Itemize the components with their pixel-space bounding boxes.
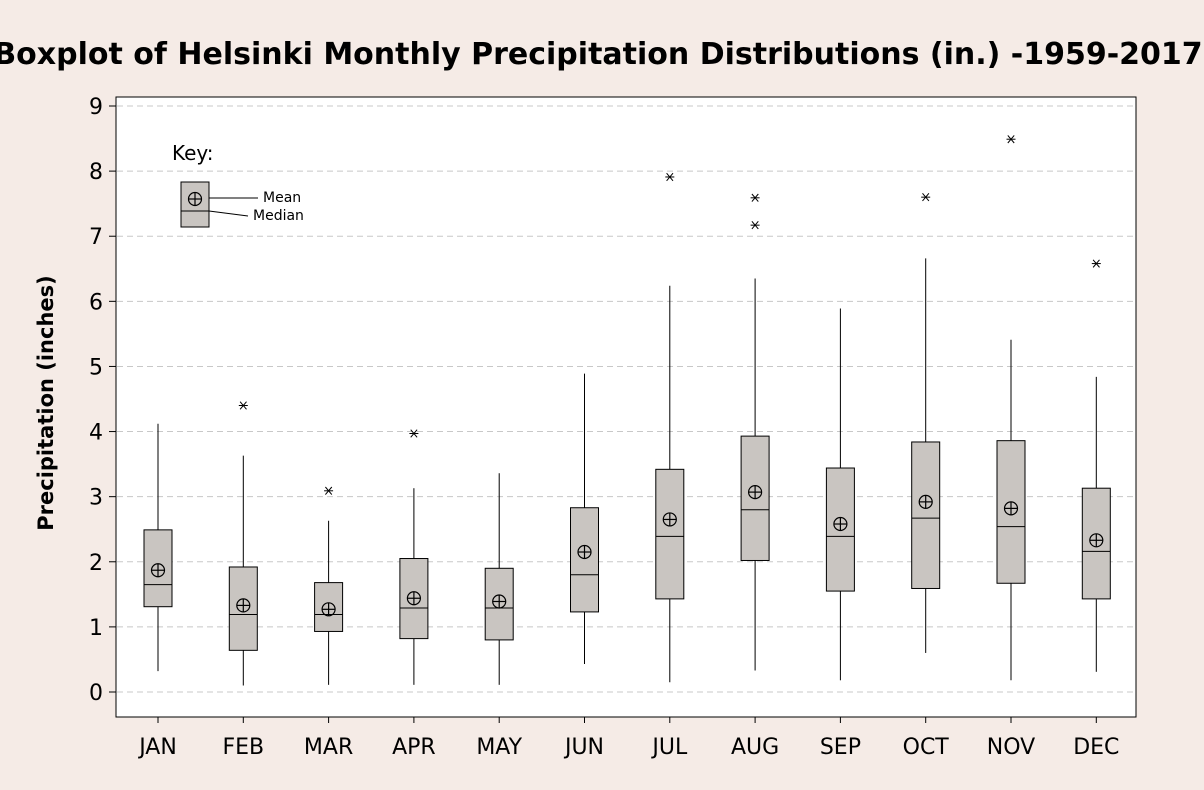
y-tick-label-1: 1 <box>89 616 103 641</box>
y-tick-label-6: 6 <box>89 290 103 315</box>
plot-area <box>115 96 1137 718</box>
outlier-nov-1 <box>1006 135 1016 144</box>
x-tick-label-feb: FEB <box>222 735 264 760</box>
y-tick-label-8: 8 <box>89 160 103 185</box>
key-legend: Key: Mean Median <box>172 141 304 228</box>
key-title: Key: <box>172 141 214 165</box>
iqr-box-oct <box>911 441 941 589</box>
x-axis: JAN FEB MAR APR MAY JUN JUL AUG SEP OCT NOV DEC <box>137 717 1119 760</box>
outlier-aug-1 <box>750 221 760 230</box>
x-tick-label-jan: JAN <box>137 735 177 760</box>
mean-symbol-oct <box>918 494 933 509</box>
box-mar <box>314 486 344 685</box>
x-tick-label-nov: NOV <box>987 735 1035 760</box>
key-median-pointer <box>208 210 249 217</box>
outlier-aug-2 <box>750 193 760 202</box>
x-tick-label-sep: SEP <box>820 735 861 760</box>
y-tick-label-3: 3 <box>89 486 103 511</box>
iqr-box-jul <box>655 468 685 600</box>
box-jun <box>570 373 599 665</box>
mean-symbol-may <box>492 594 507 609</box>
mean-symbol-feb <box>236 598 251 613</box>
iqr-box-nov <box>996 440 1026 584</box>
y-axis: 0 1 2 3 4 5 6 7 8 9 <box>89 95 116 706</box>
box-aug <box>740 193 770 671</box>
box-jul <box>655 172 685 683</box>
x-tick-label-may: MAY <box>476 735 522 760</box>
outlier-dec-1 <box>1091 259 1101 268</box>
mean-symbol-nov <box>1003 501 1019 516</box>
mean-symbol-apr <box>406 591 421 606</box>
y-tick-label-5: 5 <box>89 355 103 380</box>
x-tick-label-aug: AUG <box>731 735 779 760</box>
outlier-apr-1 <box>409 429 419 438</box>
iqr-box-jun <box>570 507 599 613</box>
box-nov <box>996 135 1026 681</box>
mean-symbol-jan <box>150 563 166 578</box>
mean-symbol-sep <box>833 516 848 532</box>
box-feb <box>228 401 258 686</box>
box-sep <box>825 308 855 681</box>
x-tick-label-dec: DEC <box>1073 735 1119 760</box>
box-may <box>484 473 514 685</box>
x-tick-label-oct: OCT <box>903 735 950 760</box>
x-tick-label-jul: JUL <box>650 735 688 760</box>
mean-symbol-dec <box>1089 533 1104 548</box>
x-tick-label-apr: APR <box>392 735 436 760</box>
mean-symbol-jul <box>662 512 677 527</box>
box-oct <box>911 193 941 653</box>
key-mean-label: Mean <box>263 190 301 206</box>
key-median-label: Median <box>253 208 304 224</box>
chart-title: Boxplot of Helsinki Monthly Precipitatio… <box>0 37 1203 72</box>
y-tick-label-2: 2 <box>89 551 103 576</box>
mean-symbol-jun <box>577 544 592 560</box>
y-tick-label-9: 9 <box>89 95 103 120</box>
y-tick-label-0: 0 <box>89 681 103 706</box>
outlier-oct-1 <box>921 193 931 202</box>
key-mean-symbol <box>187 191 203 207</box>
outlier-jul-1 <box>665 172 675 182</box>
y-axis-label: Precipitation (inches) <box>34 275 58 531</box>
outlier-feb-1 <box>238 401 248 410</box>
y-tick-label-7: 7 <box>89 225 103 250</box>
x-tick-label-jun: JUN <box>563 735 604 760</box>
mean-symbol-mar <box>321 602 336 617</box>
outlier-mar-1 <box>324 486 334 495</box>
box-jan <box>143 423 173 672</box>
x-tick-label-mar: MAR <box>304 735 353 760</box>
mean-symbol-aug <box>747 485 763 500</box>
boxes <box>143 135 1111 686</box>
y-tick-label-4: 4 <box>89 421 103 446</box>
box-dec <box>1081 259 1111 672</box>
box-apr <box>399 429 429 685</box>
